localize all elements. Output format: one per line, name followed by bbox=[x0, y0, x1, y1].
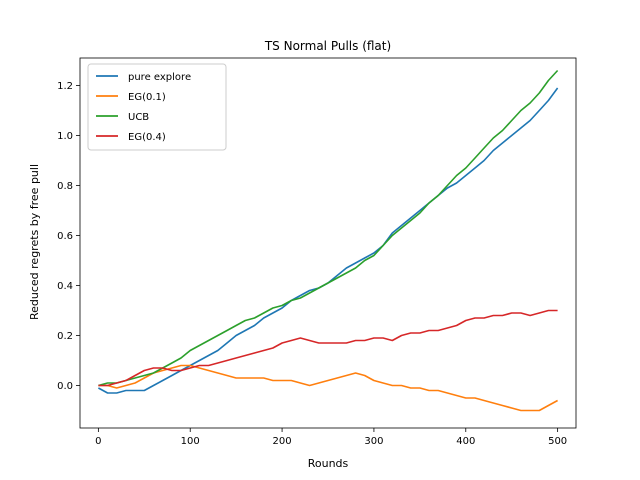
x-tick-label: 100 bbox=[181, 436, 200, 447]
axes-frame bbox=[79, 57, 577, 429]
x-axis-label: Rounds bbox=[308, 457, 349, 470]
x-tick-label: 500 bbox=[548, 436, 567, 447]
x-tick-label: 300 bbox=[364, 436, 383, 447]
x-tick-label: 400 bbox=[456, 436, 475, 447]
axis-ticks: 0 100 200 300 400 500 0.0 0.2 0.4 0.6 0.8 1.0 1.2 bbox=[57, 81, 567, 447]
legend-label: EG(0.4) bbox=[128, 132, 166, 143]
series-line-ucb bbox=[98, 69, 559, 387]
chart-title: TS Normal Pulls (flat) bbox=[264, 39, 391, 53]
legend-label: UCB bbox=[128, 112, 149, 123]
y-tick-label: 0.2 bbox=[57, 331, 73, 342]
y-tick-label: 0.8 bbox=[57, 181, 73, 192]
x-tick-label: 200 bbox=[273, 436, 292, 447]
y-tick-label: 0.6 bbox=[57, 231, 73, 242]
y-tick-label: 1.2 bbox=[57, 81, 73, 92]
legend: pure explore EG(0.1) UCB EG(0.4) bbox=[87, 63, 227, 151]
x-tick-label: 0 bbox=[95, 436, 101, 447]
y-tick-label: 0.4 bbox=[57, 281, 73, 292]
series-line-eg-0-4 bbox=[98, 309, 558, 387]
y-axis-label: Reduced regrets by free pull bbox=[28, 164, 41, 320]
legend-label: pure explore bbox=[128, 72, 191, 83]
plot-area bbox=[98, 69, 559, 412]
legend-box bbox=[87, 63, 227, 151]
y-tick-label: 0.0 bbox=[57, 381, 73, 392]
y-tick-label: 1.0 bbox=[57, 131, 73, 142]
legend-label: EG(0.1) bbox=[128, 92, 166, 103]
series-line-eg-0-1 bbox=[98, 364, 558, 412]
